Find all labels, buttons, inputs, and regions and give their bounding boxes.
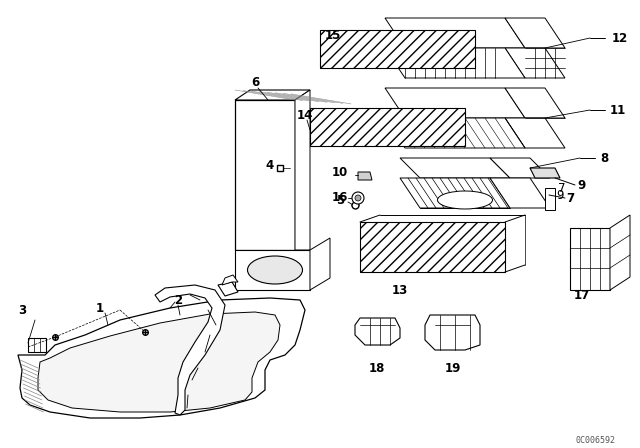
Circle shape <box>352 192 364 204</box>
Polygon shape <box>18 298 305 418</box>
Text: 16: 16 <box>332 190 348 203</box>
Polygon shape <box>295 90 310 250</box>
Polygon shape <box>570 228 610 290</box>
Polygon shape <box>222 275 238 285</box>
Text: 1: 1 <box>96 302 104 314</box>
Bar <box>310 108 465 146</box>
Polygon shape <box>505 18 565 48</box>
Text: 6: 6 <box>251 76 259 89</box>
Polygon shape <box>355 318 400 345</box>
Text: 10: 10 <box>332 165 348 178</box>
Text: 0C006592: 0C006592 <box>575 435 615 444</box>
Text: 13: 13 <box>392 284 408 297</box>
Ellipse shape <box>248 256 303 284</box>
Text: 2: 2 <box>174 293 182 306</box>
Polygon shape <box>385 48 525 78</box>
Polygon shape <box>235 250 310 290</box>
Polygon shape <box>505 48 565 78</box>
Polygon shape <box>545 188 555 210</box>
Text: 18: 18 <box>369 362 385 375</box>
Text: 14: 14 <box>297 108 313 121</box>
Circle shape <box>355 195 361 201</box>
Polygon shape <box>358 172 372 180</box>
Polygon shape <box>38 312 280 412</box>
Polygon shape <box>155 285 225 415</box>
Bar <box>320 30 475 68</box>
Text: 12: 12 <box>612 31 628 44</box>
Text: 7: 7 <box>566 191 574 204</box>
Text: 3: 3 <box>18 303 26 316</box>
Ellipse shape <box>438 191 493 209</box>
Text: 17: 17 <box>574 289 590 302</box>
Text: 19: 19 <box>445 362 461 375</box>
Polygon shape <box>400 178 510 208</box>
Text: 4: 4 <box>266 159 274 172</box>
Polygon shape <box>385 88 525 118</box>
Bar <box>360 222 505 272</box>
Polygon shape <box>530 168 560 178</box>
Polygon shape <box>490 178 550 208</box>
Polygon shape <box>310 238 330 290</box>
Polygon shape <box>235 90 310 100</box>
Polygon shape <box>218 282 238 296</box>
Text: 15: 15 <box>325 29 341 42</box>
Polygon shape <box>505 88 565 118</box>
Polygon shape <box>425 315 480 350</box>
Polygon shape <box>505 118 565 148</box>
Text: 9: 9 <box>556 189 564 202</box>
Polygon shape <box>235 100 295 250</box>
Polygon shape <box>610 215 630 290</box>
Polygon shape <box>490 158 550 178</box>
Text: 7: 7 <box>558 181 566 194</box>
Text: 5: 5 <box>336 194 344 207</box>
Polygon shape <box>385 118 525 148</box>
Bar <box>28 338 46 352</box>
Polygon shape <box>385 18 525 48</box>
Text: 8: 8 <box>600 151 608 164</box>
Text: 9: 9 <box>578 178 586 191</box>
Polygon shape <box>400 158 510 178</box>
Text: 11: 11 <box>610 103 626 116</box>
